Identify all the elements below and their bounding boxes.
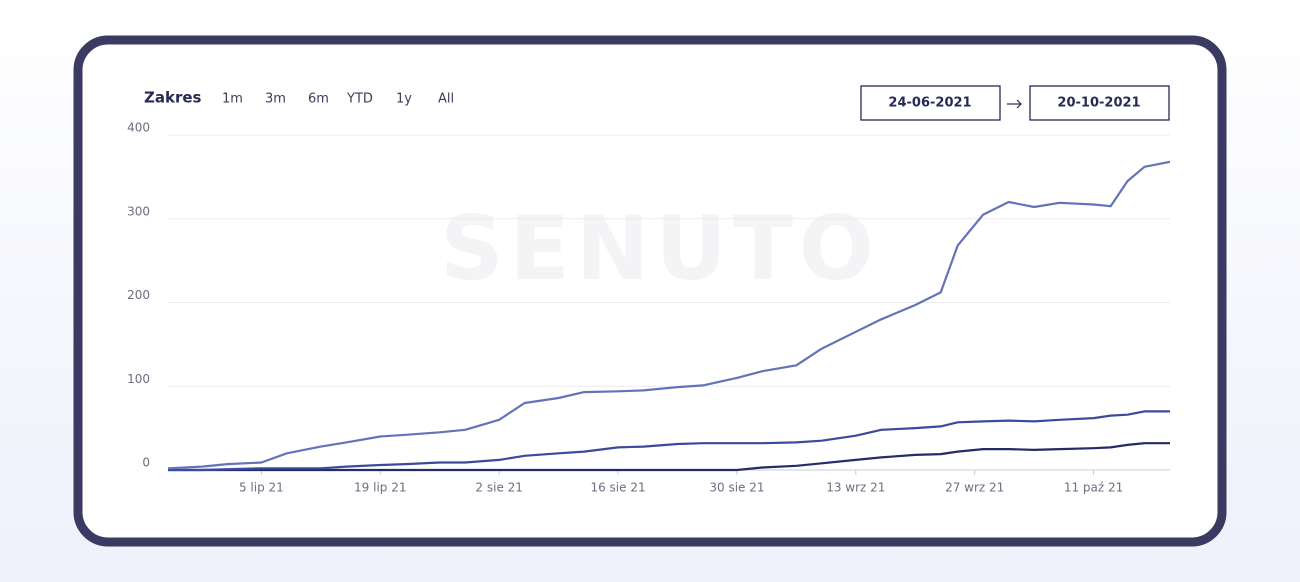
arrow-head: [1016, 99, 1022, 109]
date-to-box[interactable]: [1029, 85, 1170, 121]
range-option[interactable]: YTD: [346, 92, 373, 107]
x-tick-label: 5 lip 21: [239, 481, 284, 495]
y-tick-label: 100: [127, 372, 150, 386]
x-tick-label: 30 sie 21: [709, 481, 764, 495]
date-to[interactable]: 20-10-2021: [1057, 96, 1140, 111]
range-option[interactable]: 1y: [396, 92, 412, 107]
x-tick-label: 11 paź 21: [1064, 481, 1123, 495]
range-label: Zakres: [144, 89, 202, 107]
date-from[interactable]: 24-06-2021: [888, 96, 971, 111]
y-tick-label: 0: [142, 456, 150, 470]
x-tick-label: 16 sie 21: [590, 481, 645, 495]
range-option[interactable]: 6m: [308, 92, 329, 107]
card: [73, 35, 1227, 547]
x-tick-label: 19 lip 21: [354, 481, 406, 495]
series-line: [167, 160, 1171, 470]
y-tick-label: 200: [127, 288, 150, 302]
y-tick-label: 300: [127, 204, 150, 218]
y-tick-label: 400: [127, 121, 150, 135]
x-tick-label: 27 wrz 21: [945, 481, 1004, 495]
range-option[interactable]: 3m: [265, 92, 286, 107]
series-line: [168, 442, 1170, 472]
watermark: SENUTO: [440, 197, 879, 300]
range-option[interactable]: 1m: [222, 92, 243, 107]
x-tick-label: 13 wrz 21: [826, 481, 885, 495]
date-from-box[interactable]: [860, 85, 1001, 121]
x-tick-label: 2 sie 21: [475, 481, 523, 495]
series-line: [168, 410, 1170, 472]
range-option[interactable]: All: [438, 92, 454, 107]
